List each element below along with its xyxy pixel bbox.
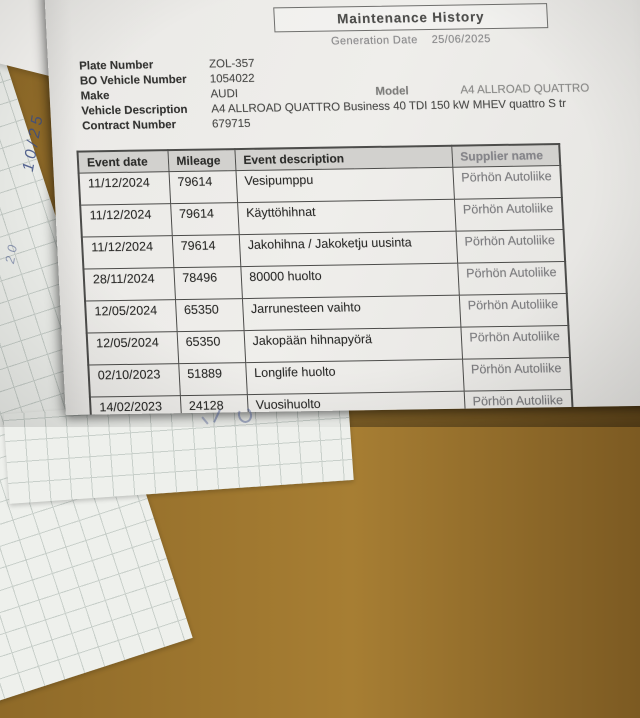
cell-supplier-name: Pörhön Autoliike [462,357,572,392]
cell-mileage: 78496 [173,266,242,300]
field-label-model: Model [375,85,410,98]
cell-event-date: 11/12/2024 [81,235,174,270]
cell-event-description: Vuosihuolto [246,391,466,415]
cell-mileage: 79614 [168,170,238,204]
field-value-model: A4 ALLROAD QUATTRO [460,82,590,97]
field-label: Vehicle Description [81,103,188,118]
cell-event-description: Jakohihna / Jakoketju uusinta [238,231,458,267]
cell-supplier-name: Pörhön Autoliike [460,325,570,360]
field-value: 1054022 [209,72,255,86]
maintenance-history-table: Event date Mileage Event description Sup… [76,143,575,415]
generation-date-value: 25/06/2025 [431,33,492,46]
cell-event-description: Vesipumppu [235,167,454,203]
cell-event-description: Jarrunesteen vaihto [241,295,461,331]
cell-mileage: 79614 [171,234,241,268]
cell-mileage: 79614 [170,202,239,236]
cell-mileage: 51889 [178,362,247,396]
cell-supplier-name: Pörhön Autoliike [463,389,574,415]
column-header-supplier-name: Supplier name [451,144,561,168]
cell-event-date: 12/05/2024 [85,299,177,334]
maintenance-history-document: Maintenance History Generation Date 25/06… [44,0,640,415]
generation-date-line: Generation Date 25/06/2025 [265,32,557,49]
cell-mileage: 65350 [174,298,244,332]
page-title: Maintenance History [336,9,485,27]
field-label: Contract Number [81,119,177,133]
vehicle-fields: Plate Number ZOL-357 BO Vehicle Number 105… [79,53,591,136]
cell-event-description: Käyttöhihnat [237,199,456,235]
cell-event-description: Longlife huolto [245,359,464,395]
cell-supplier-name: Pörhön Autoliike [453,197,564,232]
field-label: Make [80,90,110,103]
cell-supplier-name: Pörhön Autoliike [458,293,569,328]
field-value: ZOL-357 [208,57,255,71]
cell-event-date: 02/10/2023 [88,363,180,398]
cell-mileage: 65350 [176,330,246,364]
field-value: AUDI [210,88,239,101]
generation-date-label: Generation Date [330,34,419,48]
cell-event-date: 14/02/2023 [89,395,182,415]
cell-supplier-name: Pörhön Autoliike [452,165,562,200]
field-value: 679715 [211,117,251,131]
document-title-box: Maintenance History [273,3,549,33]
cell-event-date: 11/12/2024 [78,171,171,206]
cell-supplier-name: Pörhön Autoliike [455,229,566,264]
field-label: BO Vehicle Number [79,73,187,88]
column-header-mileage: Mileage [167,149,236,172]
cell-event-date: 12/05/2024 [86,331,179,366]
cell-event-description: 80000 huolto [240,263,459,299]
column-header-event-date: Event date [77,150,169,174]
cell-event-date: 28/11/2024 [83,267,175,302]
cell-event-description: Jakopään hihnapyörä [243,327,463,363]
cell-event-date: 11/12/2024 [80,203,172,238]
field-label: Plate Number [78,59,154,73]
cell-supplier-name: Pörhön Autoliike [457,261,567,296]
